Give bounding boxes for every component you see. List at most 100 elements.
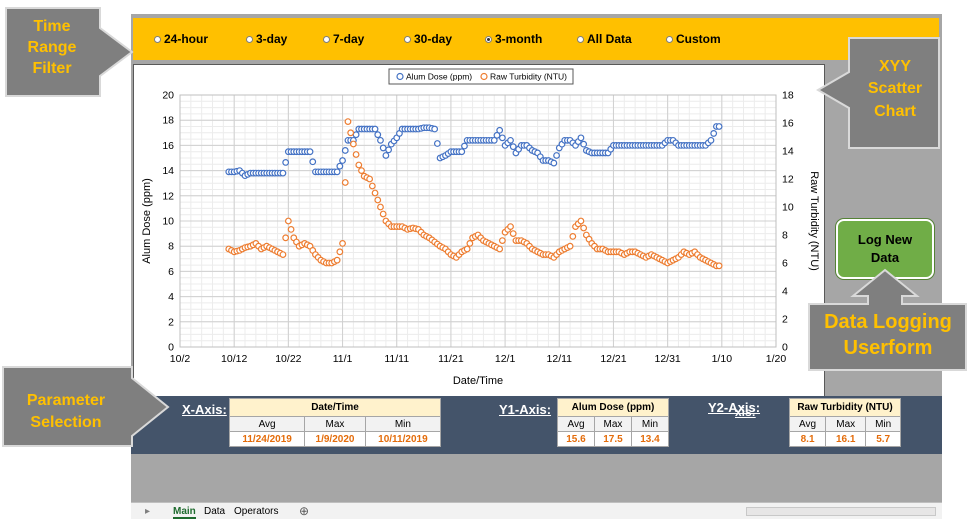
callout-data-logging-text: Data Logging Userform xyxy=(812,309,964,361)
x-tick-label: 12/11 xyxy=(547,353,573,365)
callout-xyy-text: XYY Scatter Chart xyxy=(852,56,938,123)
x-max-value: 1/9/2020 xyxy=(304,431,366,447)
y-axis-title: Alum Dose (ppm) xyxy=(141,178,153,264)
y-tick-label: 2 xyxy=(168,316,174,328)
alum-dose-point xyxy=(374,131,382,139)
callout-line: Userform xyxy=(843,337,933,359)
turbidity-point xyxy=(368,182,376,190)
filter-option-7-day[interactable]: 7-day xyxy=(323,32,364,46)
sheet-lower-area xyxy=(131,454,942,502)
horizontal-scrollbar[interactable] xyxy=(746,507,936,516)
xyy-scatter-chart[interactable]: 10/2 10/12 10/22 11/1 11/11 11/21 12/1 12/11 12/… xyxy=(133,64,825,397)
turbidity-point xyxy=(498,237,506,245)
y1-param-select[interactable]: Alum Dose (ppm) xyxy=(557,398,669,417)
tab-main[interactable]: Main xyxy=(173,506,196,519)
turbidity-point xyxy=(580,224,588,232)
alum-dose-point xyxy=(382,152,390,159)
x-tick-label: 12/1 xyxy=(495,353,516,365)
radio-icon[interactable] xyxy=(577,35,584,43)
filter-label: 24-hour xyxy=(164,32,209,46)
filter-option-30-day[interactable]: 30-day xyxy=(404,32,452,46)
tab-scroll-right-icon[interactable]: ▸ xyxy=(145,506,151,517)
time-range-filter-bar: 24-hour 3-day 7-day 30-day 3-month All D… xyxy=(133,18,939,60)
turbidity-point xyxy=(366,175,374,183)
callout-line: Time xyxy=(33,18,71,35)
alum-dose-point xyxy=(509,143,517,151)
y2-tick-label: 4 xyxy=(782,286,788,298)
alum-dose-point xyxy=(496,126,504,134)
y1-avg-header: Avg xyxy=(557,416,595,432)
y2-tick-label: 2 xyxy=(782,314,788,326)
y2-axis-label-overlap: xis: xyxy=(735,405,756,419)
y2-tick-label: 18 xyxy=(782,90,794,102)
y2-max-value: 16.1 xyxy=(825,431,867,447)
y1-min-header: Min xyxy=(630,416,670,432)
callout-line: Range xyxy=(27,38,77,56)
x-min-value: 10/11/2019 xyxy=(364,431,442,447)
x-avg-value: 11/24/2019 xyxy=(228,431,306,447)
alum-dose-point xyxy=(333,168,341,176)
turbidity-point xyxy=(377,203,384,211)
x-tick-label: 11/1 xyxy=(333,353,353,365)
radio-selected-icon[interactable] xyxy=(485,35,492,43)
alum-dose-point xyxy=(379,144,387,152)
alum-dose-point xyxy=(433,140,441,147)
filter-option-3-day[interactable]: 3-day xyxy=(246,32,287,46)
alum-dose-point xyxy=(339,157,346,164)
x-axis-title: Date/Time xyxy=(453,375,503,387)
radio-icon[interactable] xyxy=(246,35,253,43)
filter-option-24-hour[interactable]: 24-hour xyxy=(154,32,208,46)
x-axis-label: X-Axis: xyxy=(182,402,227,417)
add-sheet-icon[interactable]: ⊕ xyxy=(299,504,310,518)
x-tick-label: 1/20 xyxy=(766,353,787,365)
alum-dose-point xyxy=(377,136,384,144)
x-param-select[interactable]: Date/Time xyxy=(229,398,441,417)
filter-option-all-data[interactable]: All Data xyxy=(577,32,632,46)
legend-marker-alum xyxy=(396,72,404,81)
alum-dose-point xyxy=(550,159,558,167)
radio-icon[interactable] xyxy=(154,35,161,43)
radio-icon[interactable] xyxy=(666,35,673,43)
turbidity-point xyxy=(349,140,357,148)
alum-dose-point xyxy=(458,148,466,156)
alum-dose-point xyxy=(309,158,317,166)
alum-dose-point xyxy=(371,125,379,133)
filter-option-custom[interactable]: Custom xyxy=(666,32,721,46)
filter-option-3-month[interactable]: 3-month xyxy=(485,32,542,46)
y1-axis-param-table: Alum Dose (ppm) Avg Max Min 15.6 17.5 13.4 xyxy=(557,398,670,447)
alum-dose-point xyxy=(710,130,718,137)
turbidity-point xyxy=(566,242,574,250)
axis-tick-labels: 10/2 10/12 10/22 11/1 11/11 11/21 12/1 12/11 12/… xyxy=(162,90,794,366)
filter-label: 3-day xyxy=(256,32,288,46)
log-button-line2: Data xyxy=(870,250,900,265)
tab-operators[interactable]: Operators xyxy=(234,506,279,517)
log-new-data-button[interactable]: Log New Data xyxy=(836,219,934,279)
data-points xyxy=(225,118,723,270)
alum-dose-point xyxy=(493,131,501,139)
turbidity-point xyxy=(463,245,471,253)
y2-tick-label: 10 xyxy=(782,202,794,214)
turbidity-point xyxy=(358,167,365,174)
y2-axis-title: Raw Turbidity (NTU) xyxy=(808,171,820,271)
x-max-header: Max xyxy=(304,416,366,432)
alum-dose-point xyxy=(577,134,585,142)
y-tick-label: 6 xyxy=(168,266,174,278)
radio-icon[interactable] xyxy=(323,35,330,43)
legend-marker-turbidity xyxy=(480,72,488,81)
turbidity-point xyxy=(379,210,387,218)
alum-dose-point xyxy=(336,162,344,170)
radio-icon[interactable] xyxy=(404,35,411,43)
alum-dose-point xyxy=(306,148,314,156)
x-avg-header: Avg xyxy=(228,416,306,432)
y2-param-select[interactable]: Raw Turbidity (NTU) xyxy=(789,398,901,417)
turbidity-point xyxy=(507,223,514,231)
tab-data[interactable]: Data xyxy=(204,506,226,517)
filter-label: 30-day xyxy=(414,32,453,46)
callout-line: Parameter xyxy=(26,392,106,409)
plot-area-border xyxy=(179,94,777,348)
sheet-right-margin xyxy=(939,60,942,396)
x-tick-label: 10/2 xyxy=(170,353,191,365)
y2-tick-label: 6 xyxy=(782,258,788,270)
callout-parameter-text: Parameter Selection xyxy=(6,390,126,435)
alum-dose-point xyxy=(282,159,290,166)
